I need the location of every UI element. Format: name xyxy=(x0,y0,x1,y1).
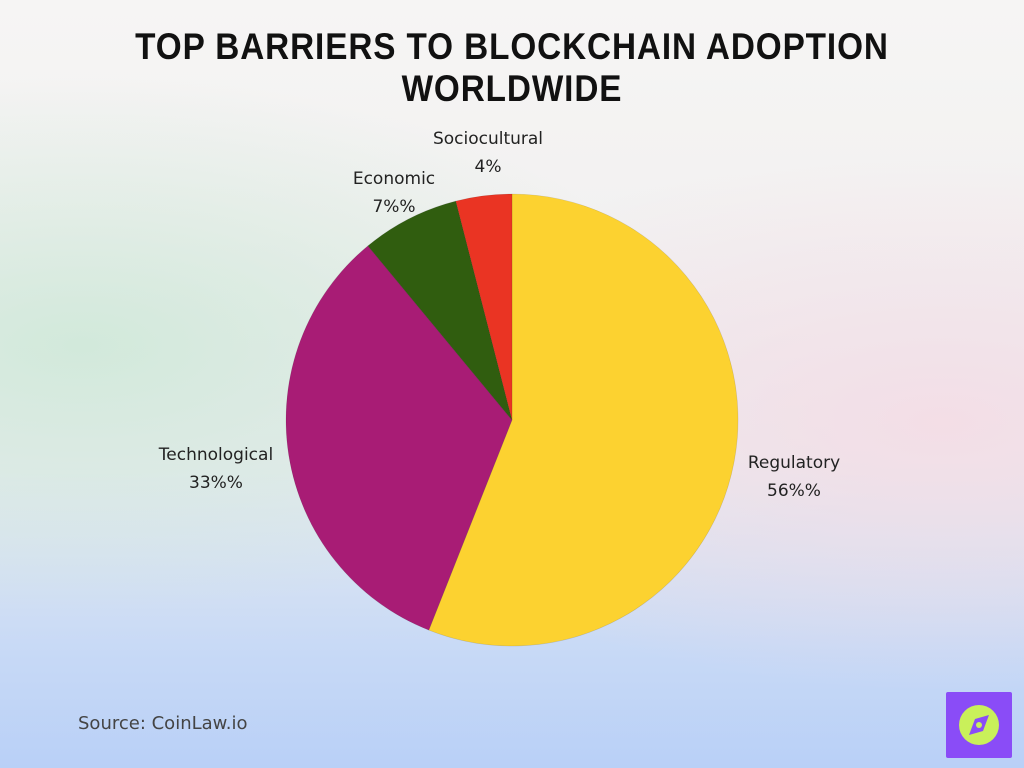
pie-slice-economic xyxy=(367,200,513,421)
slice-value-regulatory: 56%% xyxy=(767,481,821,501)
slice-name-regulatory: Regulatory xyxy=(748,453,840,473)
slice-value-sociocultural: 4% xyxy=(475,157,502,177)
pie-slice-technological xyxy=(285,245,513,631)
slice-value-economic: 7%% xyxy=(372,197,415,217)
slice-name-sociocultural: Sociocultural xyxy=(433,129,543,149)
chart-title: Top Barriers to Blockchain Adoption Worl… xyxy=(135,26,889,109)
slice-name-technological: Technological xyxy=(158,445,273,465)
slice-value-technological: 33%% xyxy=(189,473,243,493)
pie-slice-sociocultural xyxy=(455,193,513,421)
compass-icon xyxy=(959,705,999,745)
source-credit: Source: CoinLaw.io xyxy=(78,713,248,734)
pie-slice-regulatory xyxy=(428,193,739,647)
slice-name-economic: Economic xyxy=(353,169,435,189)
brand-logo[interactable] xyxy=(946,692,1012,758)
